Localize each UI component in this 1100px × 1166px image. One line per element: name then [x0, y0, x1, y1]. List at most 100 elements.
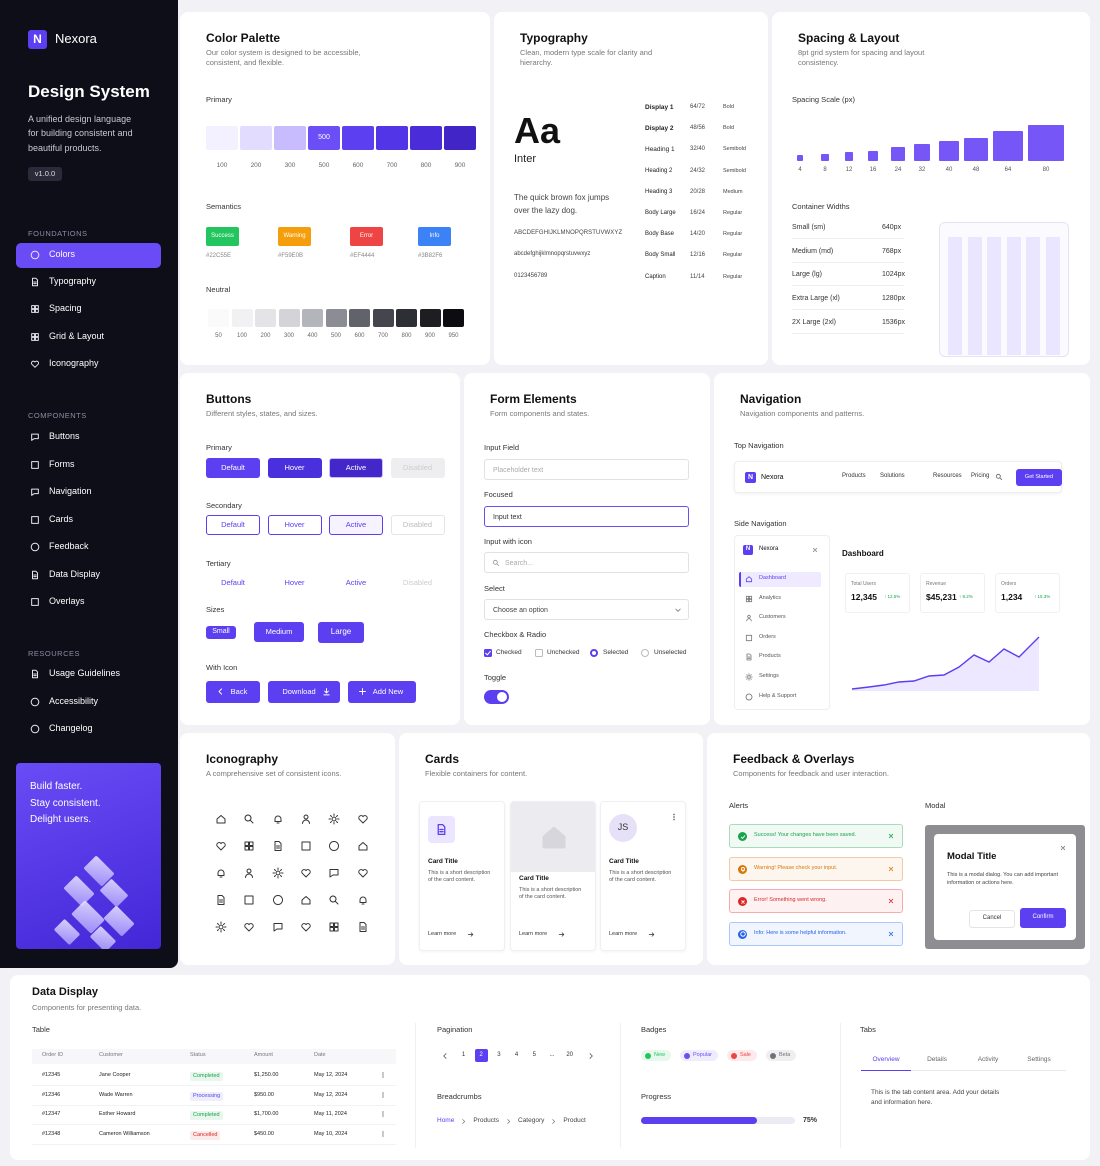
button[interactable]: Hover	[267, 515, 322, 535]
button[interactable]: Disabled	[390, 458, 445, 478]
section-label: Neutral	[206, 285, 231, 294]
swatch	[410, 126, 442, 150]
icon	[301, 896, 311, 905]
row-divider	[32, 1104, 396, 1106]
input[interactable]: Choose an option	[484, 599, 689, 620]
button[interactable]: Active	[329, 458, 383, 478]
page-button[interactable]: 2	[474, 1049, 488, 1062]
button[interactable]: Confirm	[1020, 908, 1066, 928]
button[interactable]: Active	[329, 515, 383, 535]
divider	[792, 261, 904, 263]
button[interactable]: Small	[206, 625, 236, 639]
icon-path	[589, 1053, 593, 1059]
icon-path	[244, 895, 254, 905]
nav-item: Data Display	[49, 568, 101, 579]
scale-name: Heading 1	[645, 146, 675, 154]
button[interactable]: Hover	[284, 578, 305, 588]
breadcrumb[interactable]: Product	[563, 1117, 586, 1124]
swatch	[206, 126, 238, 150]
table-cell: Cameron Williamson	[99, 1130, 150, 1137]
button[interactable]: Large	[318, 621, 364, 643]
button[interactable]: Add New	[348, 681, 416, 703]
button[interactable]: Medium	[254, 622, 304, 642]
icon-path	[244, 923, 254, 932]
icon	[467, 932, 474, 937]
icon-path	[492, 559, 500, 567]
page-button[interactable]: 5	[532, 1051, 536, 1058]
card-item-title: Card Title	[609, 858, 639, 865]
icon	[272, 895, 283, 905]
card-item-title: Card Title	[428, 858, 458, 865]
page-button[interactable]: ...	[549, 1051, 555, 1058]
checkbox[interactable]	[484, 649, 492, 657]
scale-size: 11/14	[690, 273, 705, 280]
nav-item: Spacing	[49, 303, 82, 314]
button[interactable]: Default	[206, 458, 260, 478]
radio[interactable]	[641, 649, 649, 657]
cta-button[interactable]: Get Started	[1016, 469, 1062, 486]
section-label: Tabs	[860, 1025, 876, 1034]
button[interactable]: Active	[345, 578, 367, 588]
button[interactable]: Download	[268, 681, 340, 703]
page-button[interactable]: 1	[461, 1051, 466, 1058]
icon-path	[329, 895, 339, 905]
button[interactable]: Cancel	[969, 910, 1015, 928]
icon	[492, 559, 500, 567]
icon	[329, 841, 340, 851]
check-label: Checked	[496, 649, 522, 656]
icon-path	[215, 921, 227, 933]
icon	[301, 923, 311, 932]
icon	[745, 576, 753, 583]
page-button[interactable]: 3	[497, 1051, 501, 1058]
button[interactable]: Back	[206, 681, 260, 703]
icon	[888, 898, 894, 904]
section-label: Modal	[925, 801, 946, 810]
breadcrumb[interactable]: Home	[437, 1117, 455, 1124]
icon-path	[888, 898, 894, 904]
stat-change: ↑ 12.5%	[884, 594, 901, 599]
nav-link: Pricing	[971, 473, 990, 479]
icon-path	[244, 841, 254, 851]
button[interactable]: Disabled	[390, 515, 445, 535]
input[interactable]: Input text	[484, 506, 689, 527]
icon	[245, 868, 254, 878]
scale-size: 24/32	[690, 167, 706, 174]
tab-baseline	[861, 1070, 1066, 1071]
checkbox[interactable]	[535, 649, 543, 657]
button[interactable]: Disabled	[402, 578, 433, 588]
section-label: Input with icon	[484, 537, 532, 546]
spacing-label: 4	[798, 167, 802, 173]
dashboard-title: Dashboard	[842, 549, 884, 558]
page-button[interactable]: 4	[514, 1051, 519, 1058]
grid-column	[987, 237, 1001, 355]
button[interactable]: Hover	[267, 458, 322, 478]
icon-path	[30, 250, 40, 260]
input[interactable]: Search...	[484, 552, 689, 573]
breadcrumb[interactable]: Category	[518, 1117, 545, 1124]
page-button[interactable]: 20	[566, 1051, 574, 1058]
stat-value: 12,345	[851, 592, 877, 602]
button[interactable]: Default	[221, 578, 245, 588]
input[interactable]: Placeholder text	[484, 459, 689, 480]
breadcrumb[interactable]: Products	[473, 1117, 499, 1124]
tab[interactable]: Overview	[861, 1050, 911, 1071]
tab[interactable]: Activity	[977, 1056, 999, 1064]
stat-card: Revenue $45,231 ↑ 8.2%	[920, 573, 985, 613]
icon-path	[443, 1053, 447, 1059]
icon	[31, 360, 39, 368]
icon	[485, 650, 491, 656]
section-label: Container Widths	[792, 202, 850, 211]
table-cell: #12345	[42, 1072, 61, 1078]
semantic-hex: #EF4444	[350, 253, 375, 259]
icon-path	[31, 332, 39, 341]
tab[interactable]: Settings	[1027, 1056, 1051, 1064]
radio[interactable]	[590, 649, 598, 657]
cube	[53, 918, 81, 946]
toggle[interactable]	[484, 690, 509, 704]
button[interactable]: Default	[206, 515, 260, 535]
alert-text: Warning! Please check your input.	[754, 864, 838, 871]
tab[interactable]: Details	[927, 1056, 947, 1064]
divider	[620, 1023, 621, 1148]
spacing-label: 12	[845, 167, 853, 173]
side-active	[739, 572, 821, 587]
